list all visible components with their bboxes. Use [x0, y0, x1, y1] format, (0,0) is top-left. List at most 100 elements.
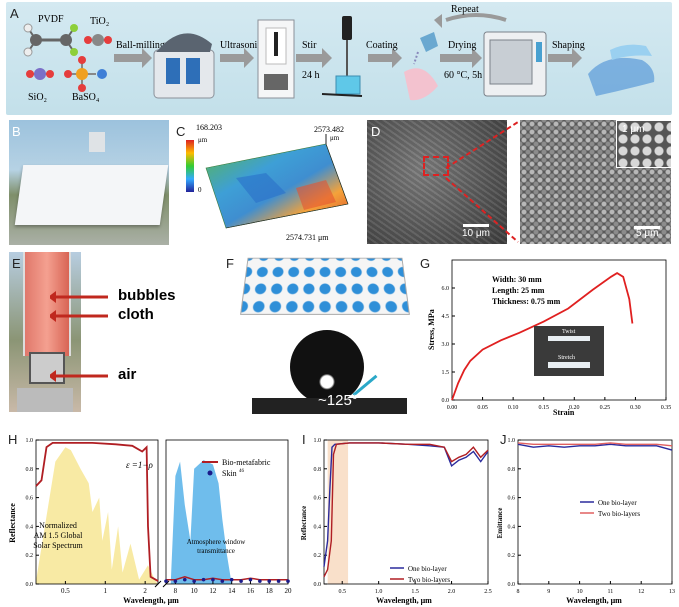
cloth-label: cloth — [118, 306, 154, 323]
h-skin-point — [202, 578, 206, 582]
j-xtick-label: 13 — [669, 589, 675, 595]
panel-d-label: D — [371, 124, 380, 139]
panel-b-label: B — [12, 124, 21, 139]
i-xtick-label: 0.5 — [338, 589, 346, 595]
g-ytick-label: 6.0 — [442, 286, 450, 292]
panel-e-label: E — [12, 256, 21, 271]
rooftop-fabric-photo — [9, 120, 169, 245]
reflectance-layers-chart: 0.00.20.40.60.81.00.5 1.0 1.5 2.0 2.5 One bi… — [298, 428, 494, 606]
j-one-layer-line — [518, 444, 672, 450]
j-xlabel: Wavelength, μm — [566, 596, 622, 605]
i-ytick-label: 0.6 — [314, 496, 322, 502]
h-skin-point — [258, 579, 262, 583]
h-skin-point — [230, 578, 234, 582]
h-skin-point — [286, 579, 290, 583]
j-xtick-label: 11 — [608, 589, 614, 595]
j-ylabel: Emittance — [496, 508, 504, 539]
h-xlabel: Wavelength, μm — [123, 596, 179, 605]
thickness-note: Thickness: 0.75 mm — [492, 297, 561, 306]
h-xtick-label: 10 — [191, 587, 199, 595]
sio2-label: SiO₂ — [28, 92, 47, 103]
g-xtick-label: 0.05 — [477, 405, 488, 411]
h-skin-point — [164, 579, 168, 583]
stir-time-label: 24 h — [302, 70, 320, 81]
j-xtick-label: 10 — [577, 589, 583, 595]
droplets-on-fabric — [240, 258, 410, 315]
j-plot-frame — [518, 440, 672, 584]
solar-label-1: Normalized — [39, 521, 77, 530]
g-ytick-label: 0.0 — [442, 398, 450, 404]
i-ylabel: Reflectance — [300, 506, 308, 541]
i-xtick-label: 1.0 — [375, 589, 383, 595]
h-skin-point — [249, 578, 253, 582]
solar-label-3: Solar Spectrum — [33, 541, 83, 550]
baso4-molecule — [64, 56, 107, 92]
drying-oven — [484, 32, 546, 96]
length-note: Length: 25 mm — [492, 286, 545, 295]
i-two-layer-line — [324, 443, 488, 577]
j-xtick-label: 12 — [638, 589, 644, 595]
zoom-connector — [440, 120, 520, 244]
pvdf-molecule — [24, 24, 78, 56]
h-skin-point — [239, 579, 243, 583]
baso4-label: BaSO₄ — [72, 92, 100, 103]
drying-label: Drying — [448, 40, 476, 51]
h-ytick-label: 1.0 — [26, 438, 34, 444]
reflectance-broad-chart: 0.00.20.40.60.81.00.5 1 2 8 10 12 14 16 18 20 ε =… — [6, 428, 296, 606]
shaping-label: Shaping — [552, 40, 585, 51]
atm-label-1: Atmosphere window — [187, 538, 246, 546]
legend-skin-swatch — [208, 471, 213, 476]
h-skin-point — [192, 579, 196, 583]
h-skin-point — [183, 578, 187, 582]
h-skin-point — [277, 579, 281, 583]
i-ytick-label: 0.4 — [314, 524, 322, 530]
i-plot-frame — [324, 440, 488, 584]
coating-illustration — [404, 32, 438, 100]
x-extent-label: 2574.731 μm — [286, 233, 329, 242]
scale-right-label: 5 μm — [636, 228, 658, 239]
bubbles-label: bubbles — [118, 287, 176, 304]
legend-skin: Skin — [222, 469, 237, 478]
tio2-molecule — [84, 34, 112, 46]
h-ytick-label: 0.2 — [26, 553, 34, 559]
g-xtick-label: 0.25 — [600, 405, 611, 411]
h-skin-point — [211, 578, 215, 582]
h-xtick-label: 16 — [247, 587, 255, 595]
i-one-layer-line — [324, 443, 488, 567]
g-xtick-label: 0.35 — [661, 405, 672, 411]
i-legend-two: Two bio-layers — [408, 576, 450, 584]
j-ytick-label: 0.6 — [508, 496, 516, 502]
emittance-chart: 0.00.20.40.60.81.08 9 10 11 12 13 One bio-lay… — [494, 428, 678, 606]
z-unit-label: μm — [198, 136, 208, 144]
i-ytick-label: 1.0 — [314, 438, 322, 444]
j-xtick-label: 9 — [547, 589, 550, 595]
g-xlabel: Strain — [553, 408, 575, 417]
stir-label: Stir — [302, 40, 317, 51]
stretch-label: Stretch — [558, 355, 575, 361]
i-xtick-label: 2.5 — [484, 589, 492, 595]
g-ytick-label: 1.5 — [442, 370, 450, 376]
i-legend-one: One bio-layer — [408, 565, 447, 573]
h-ytick-label: 0.6 — [26, 496, 34, 502]
repeat-arrow — [446, 15, 506, 20]
j-ytick-label: 0.8 — [508, 467, 516, 473]
g-ytick-label: 4.5 — [442, 314, 450, 320]
g-ytick-label: 3.0 — [442, 342, 450, 348]
j-xtick-label: 8 — [517, 589, 520, 595]
stress-strain-chart: 0.00 0.05 0.10 0.15 0.20 0.25 0.30 0.350.01.53.… — [420, 252, 676, 418]
z-max-label: 168.203 — [196, 123, 222, 132]
j-legend-one: One bio-layer — [598, 499, 637, 507]
scale-inset-label: 1 μm — [622, 124, 644, 135]
j-ytick-label: 0.2 — [508, 553, 516, 559]
h-xtick-label: 1 — [104, 587, 108, 595]
repeat-label: Repeat — [451, 4, 479, 15]
h-xtick-label: 12 — [209, 587, 217, 595]
fabric-sheet — [15, 165, 168, 225]
h-xtick-label: 18 — [266, 587, 274, 595]
sio2-molecule — [26, 68, 54, 80]
h-ytick-label: 0.8 — [26, 467, 34, 473]
ball-milling-label: Ball-milling — [116, 40, 165, 51]
building-tower — [89, 132, 105, 152]
g-xtick-label: 0.15 — [538, 405, 549, 411]
j-legend-two: Two bio-layers — [598, 510, 640, 518]
